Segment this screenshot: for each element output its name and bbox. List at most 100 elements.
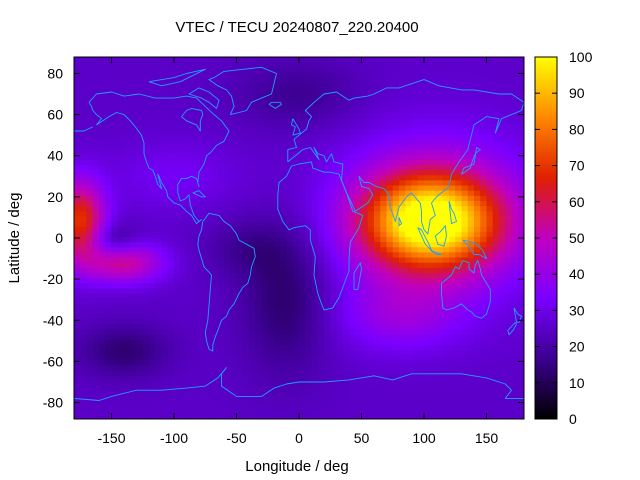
heatmap-cell — [474, 391, 481, 397]
heatmap-cell — [286, 113, 294, 120]
heatmap-cell — [305, 272, 313, 279]
heatmap-cell — [267, 350, 275, 356]
heatmap-cell — [230, 319, 238, 325]
heatmap-cell — [105, 195, 113, 202]
heatmap-cell — [117, 272, 125, 279]
heatmap-cell — [361, 365, 369, 372]
heatmap-cell — [486, 159, 494, 166]
heatmap-cell — [230, 334, 238, 341]
heatmap-cell — [174, 370, 181, 377]
heatmap-cell — [467, 329, 475, 336]
heatmap-cell — [217, 283, 225, 289]
heatmap-cell — [130, 293, 138, 300]
heatmap-cell — [405, 175, 413, 182]
heatmap-cell — [492, 298, 500, 305]
heatmap-cell — [424, 386, 431, 392]
heatmap-cell — [411, 123, 419, 130]
heatmap-cell — [155, 190, 163, 197]
heatmap-cell — [74, 87, 81, 94]
heatmap-cell — [474, 252, 481, 259]
heatmap-cell — [492, 185, 500, 192]
heatmap-cell — [236, 267, 244, 274]
heatmap-cell — [355, 329, 363, 336]
heatmap-cell — [336, 355, 344, 361]
heatmap-cell — [411, 293, 419, 300]
heatmap-cell — [124, 236, 131, 243]
heatmap-cell — [374, 242, 381, 248]
heatmap-cell — [305, 267, 313, 274]
heatmap-cell — [205, 139, 213, 146]
heatmap-cell — [386, 308, 394, 315]
heatmap-cell — [230, 278, 238, 284]
heatmap-cell — [99, 62, 106, 68]
heatmap-cell — [424, 257, 431, 264]
heatmap-cell — [461, 406, 469, 413]
heatmap-cell — [236, 164, 244, 171]
heatmap-cell — [505, 200, 513, 207]
heatmap-cell — [92, 329, 100, 336]
heatmap-cell — [255, 206, 263, 212]
heatmap-cell — [274, 344, 281, 351]
heatmap-cell — [305, 283, 313, 289]
heatmap-cell — [105, 190, 113, 197]
heatmap-cell — [455, 324, 463, 331]
heatmap-cell — [386, 416, 394, 419]
heatmap-cell — [330, 298, 338, 305]
heatmap-cell — [186, 98, 194, 104]
heatmap-cell — [417, 288, 425, 295]
heatmap-cell — [311, 411, 319, 418]
heatmap-cell — [292, 128, 300, 135]
heatmap-cell — [86, 206, 94, 212]
heatmap-cell — [74, 401, 81, 408]
heatmap-cell — [86, 159, 94, 166]
heatmap-cell — [242, 350, 250, 356]
heatmap-cell — [224, 324, 231, 331]
heatmap-cell — [292, 288, 300, 295]
heatmap-cell — [411, 92, 419, 99]
heatmap-cell — [436, 324, 444, 331]
heatmap-cell — [405, 77, 413, 84]
heatmap-cell — [349, 288, 356, 295]
heatmap-cell — [417, 380, 425, 387]
heatmap-cell — [336, 236, 344, 243]
heatmap-cell — [461, 226, 469, 233]
heatmap-cell — [255, 401, 263, 408]
heatmap-cell — [399, 365, 406, 372]
heatmap-cell — [111, 406, 119, 413]
heatmap-cell — [505, 206, 513, 212]
heatmap-cell — [417, 200, 425, 207]
heatmap-cell — [399, 236, 406, 243]
heatmap-cell — [299, 386, 306, 392]
heatmap-cell — [492, 82, 500, 89]
heatmap-cell — [455, 272, 463, 279]
heatmap-cell — [186, 144, 194, 151]
heatmap-cell — [192, 319, 200, 325]
heatmap-cell — [249, 411, 256, 418]
heatmap-cell — [274, 87, 281, 94]
heatmap-cell — [436, 200, 444, 207]
heatmap-cell — [374, 308, 381, 315]
heatmap-cell — [411, 139, 419, 146]
heatmap-cell — [442, 416, 450, 419]
heatmap-cell — [324, 206, 331, 212]
heatmap-cell — [311, 288, 319, 295]
heatmap-cell — [305, 396, 313, 403]
heatmap-cell — [92, 293, 100, 300]
heatmap-cell — [417, 108, 425, 115]
heatmap-cell — [199, 375, 206, 382]
heatmap-cell — [417, 98, 425, 104]
heatmap-cell — [299, 267, 306, 274]
heatmap-cell — [199, 252, 206, 259]
heatmap-cell — [392, 329, 400, 336]
heatmap-cell — [367, 175, 375, 182]
heatmap-cell — [161, 82, 169, 89]
heatmap-cell — [511, 180, 519, 187]
heatmap-cell — [74, 195, 81, 202]
heatmap-cell — [180, 375, 188, 382]
heatmap-cell — [505, 303, 513, 310]
heatmap-cell — [505, 416, 513, 419]
heatmap-cell — [261, 272, 269, 279]
heatmap-cell — [492, 257, 500, 264]
heatmap-cell — [492, 134, 500, 140]
heatmap-cell — [424, 103, 431, 110]
